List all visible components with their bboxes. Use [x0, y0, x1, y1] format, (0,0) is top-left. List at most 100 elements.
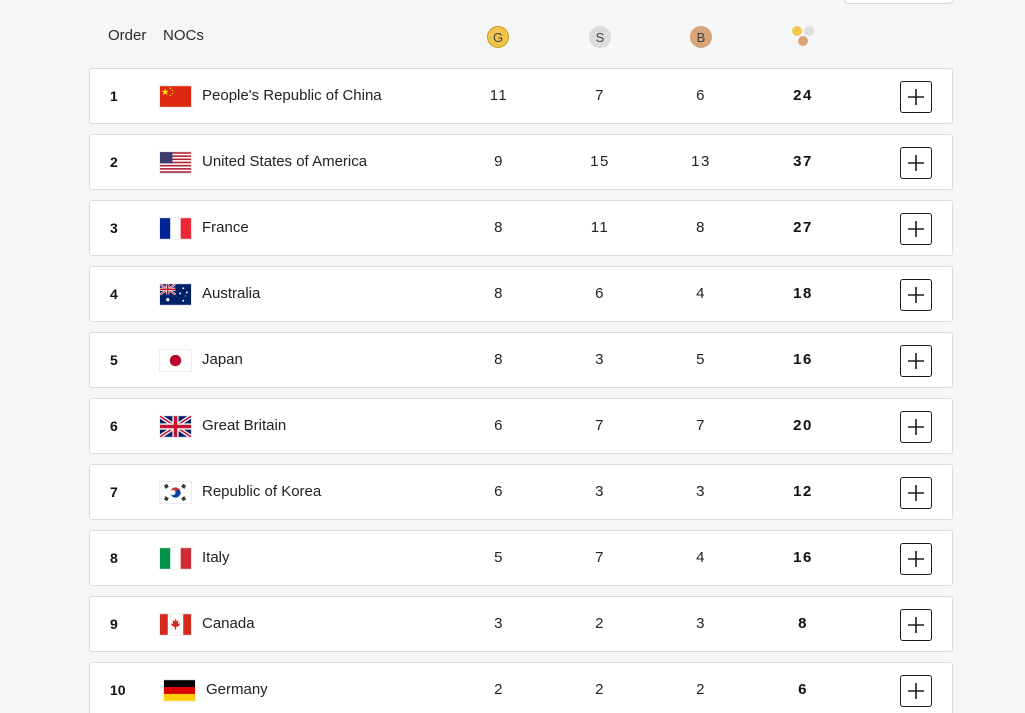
silver-count: 2	[595, 681, 605, 698]
silver-medal-icon[interactable]: S	[589, 26, 611, 48]
expand-row-button[interactable]	[900, 543, 932, 575]
gold-count: 2	[494, 681, 504, 698]
order-column-header[interactable]: Order	[108, 27, 147, 44]
expand-row-button[interactable]	[900, 675, 932, 707]
country-name[interactable]: Republic of Korea	[202, 483, 322, 500]
total-count: 18	[793, 285, 813, 302]
plus-icon	[908, 353, 924, 369]
table-row[interactable]: 2 United States of America 9 15 13 37	[89, 134, 953, 190]
uk-flag-icon	[160, 416, 191, 437]
bronze-count: 4	[696, 549, 706, 566]
france-flag-icon	[160, 218, 191, 239]
plus-icon	[908, 89, 924, 105]
silver-count: 7	[595, 549, 605, 566]
expand-row-button[interactable]	[900, 147, 932, 179]
usa-flag-icon	[160, 152, 191, 173]
expand-row-button[interactable]	[900, 279, 932, 311]
table-row[interactable]: 6 Great Britain 6 7 7 20	[89, 398, 953, 454]
rank: 5	[110, 352, 118, 368]
total-count: 16	[793, 549, 813, 566]
gold-count: 11	[489, 87, 509, 104]
silver-count: 11	[590, 219, 610, 236]
total-count: 37	[793, 153, 813, 170]
medal-table-rows: 1 People's Republic of China 11 7 6 24	[89, 68, 953, 713]
rank: 9	[110, 616, 118, 632]
plus-icon	[908, 221, 924, 237]
expand-row-button[interactable]	[900, 411, 932, 443]
rank: 6	[110, 418, 118, 434]
table-row[interactable]: 5 Japan 8 3 5 16	[89, 332, 953, 388]
rank: 4	[110, 286, 118, 302]
table-row[interactable]: 3 France 8 11 8 27	[89, 200, 953, 256]
gold-medal-icon[interactable]: G	[487, 26, 509, 48]
plus-icon	[908, 551, 924, 567]
bronze-count: 7	[696, 417, 706, 434]
gold-count: 6	[494, 483, 504, 500]
table-row[interactable]: 4 Australia 8 6 4	[89, 266, 953, 322]
plus-icon	[908, 419, 924, 435]
silver-count: 6	[595, 285, 605, 302]
country-name[interactable]: Canada	[202, 615, 255, 632]
table-row[interactable]: 10 Germany 2 2 2 6	[89, 662, 953, 713]
bronze-count: 4	[696, 285, 706, 302]
silver-count: 7	[595, 87, 605, 104]
bronze-count: 13	[691, 153, 711, 170]
japan-flag-icon	[160, 350, 191, 371]
total-count: 6	[798, 681, 808, 698]
bronze-count: 6	[696, 87, 706, 104]
silver-count: 3	[595, 483, 605, 500]
country-name[interactable]: People's Republic of China	[202, 87, 382, 104]
country-name[interactable]: Italy	[202, 549, 230, 566]
silver-count: 2	[595, 615, 605, 632]
country-name[interactable]: France	[202, 219, 249, 236]
gold-count: 8	[494, 285, 504, 302]
gold-count: 3	[494, 615, 504, 632]
silver-count: 7	[595, 417, 605, 434]
table-row[interactable]: 9 Canada 3 2 3 8	[89, 596, 953, 652]
country-name[interactable]: Japan	[202, 351, 243, 368]
nocs-column-header[interactable]: NOCs	[163, 27, 204, 44]
expand-row-button[interactable]	[900, 477, 932, 509]
rank: 8	[110, 550, 118, 566]
expand-row-button[interactable]	[900, 81, 932, 113]
china-flag-icon	[160, 86, 191, 107]
table-row[interactable]: 1 People's Republic of China 11 7 6 24	[89, 68, 953, 124]
gold-count: 6	[494, 417, 504, 434]
italy-flag-icon	[160, 548, 191, 569]
expand-row-button[interactable]	[900, 213, 932, 245]
silver-count: 15	[590, 153, 610, 170]
rank: 3	[110, 220, 118, 236]
country-name[interactable]: Australia	[202, 285, 261, 302]
table-row[interactable]: 8 Italy 5 7 4 16	[89, 530, 953, 586]
bronze-count: 5	[696, 351, 706, 368]
top-dropdown-partial[interactable]	[844, 0, 954, 4]
country-name[interactable]: Great Britain	[202, 417, 287, 434]
plus-icon	[908, 287, 924, 303]
plus-icon	[908, 485, 924, 501]
canada-flag-icon	[160, 614, 191, 635]
gold-count: 8	[494, 219, 504, 236]
bronze-count: 8	[696, 219, 706, 236]
germany-flag-icon	[164, 680, 195, 701]
total-count: 24	[793, 87, 813, 104]
expand-row-button[interactable]	[900, 609, 932, 641]
korea-flag-icon	[160, 482, 191, 503]
bronze-medal-icon[interactable]: B	[690, 26, 712, 48]
bronze-count: 2	[696, 681, 706, 698]
gold-count: 9	[494, 153, 504, 170]
gold-count: 5	[494, 549, 504, 566]
country-name[interactable]: United States of America	[202, 153, 368, 170]
total-count: 20	[793, 417, 813, 434]
country-name[interactable]: Germany	[206, 681, 268, 698]
total-count: 27	[793, 219, 813, 236]
rank: 7	[110, 484, 118, 500]
rank: 2	[110, 154, 118, 170]
expand-row-button[interactable]	[900, 345, 932, 377]
plus-icon	[908, 155, 924, 171]
bronze-count: 3	[696, 615, 706, 632]
total-medals-icon[interactable]	[791, 25, 817, 49]
rank: 10	[110, 682, 126, 698]
table-row[interactable]: 7 Republic of Korea 6 3 3 12	[89, 464, 953, 520]
plus-icon	[908, 683, 924, 699]
